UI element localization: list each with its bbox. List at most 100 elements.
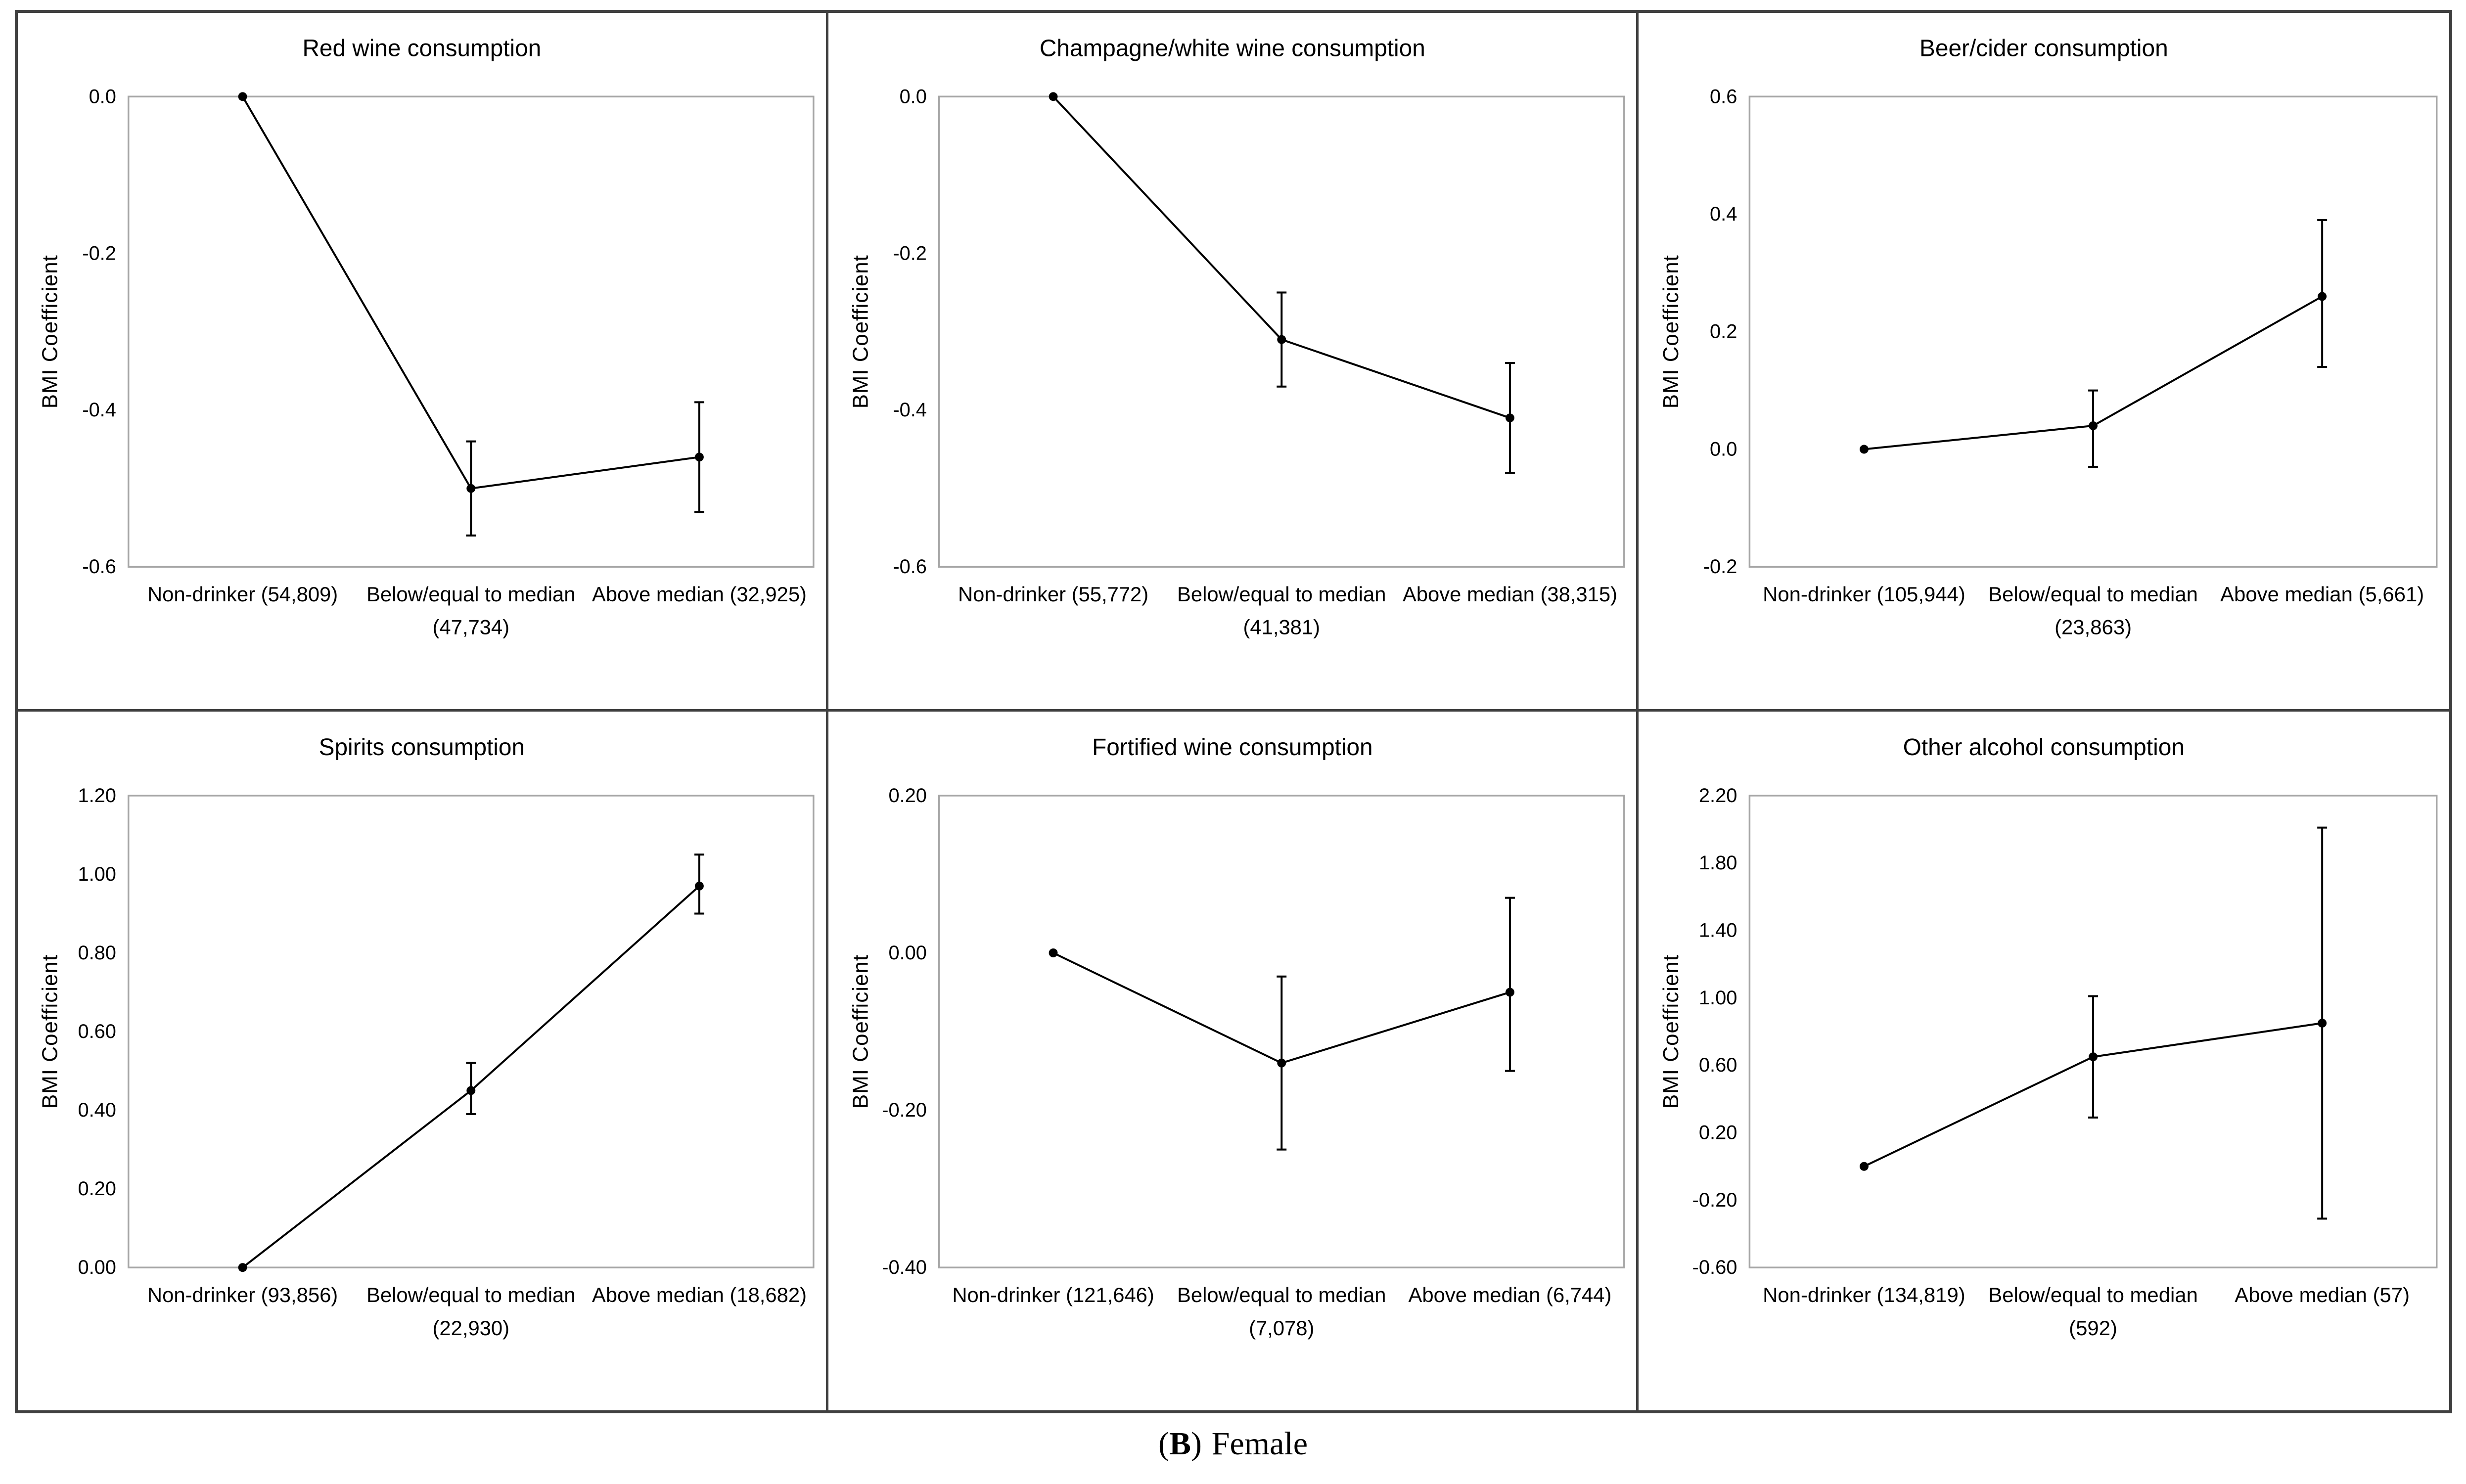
y-tick-label: -0.20 <box>882 1099 927 1121</box>
y-axis-label: BMI Coefficient <box>38 255 62 408</box>
x-category-label: (41,381) <box>1243 616 1320 639</box>
y-tick-label: -0.40 <box>882 1257 927 1278</box>
x-category-label: (592) <box>2069 1316 2118 1340</box>
y-tick-label: 0.80 <box>78 942 116 964</box>
x-category-label: (7,078) <box>1249 1316 1314 1340</box>
spirits-plot: Spirits consumption 1.20 1.00 0.80 0.60 0.40 0… <box>38 734 815 1340</box>
y-tick-label: 0.4 <box>1710 203 1737 225</box>
data-point <box>238 1263 247 1272</box>
chart-title: Other alcohol consumption <box>1903 734 2185 761</box>
data-point <box>1277 1058 1286 1068</box>
chart-title: Spirits consumption <box>319 734 525 761</box>
data-point <box>466 484 476 493</box>
panel-red-wine: Red wine consumption 0.0 -0.2 -0.4 -0.6 BMI C… <box>18 13 828 712</box>
data-point <box>2089 1052 2098 1062</box>
y-tick-label: 0.60 <box>78 1021 116 1042</box>
plot-frame <box>938 95 1625 568</box>
data-point <box>466 1086 476 1095</box>
chart-title: Champagne/white wine consumption <box>1040 36 1425 62</box>
y-tick-label: 0.00 <box>888 942 926 964</box>
y-tick-label: 1.00 <box>78 863 116 885</box>
caption-open-paren: ( <box>1158 1426 1169 1462</box>
chart-title: Fortified wine consumption <box>1092 734 1372 761</box>
data-point <box>1505 413 1514 423</box>
y-tick-label: 0.6 <box>1710 86 1737 107</box>
y-tick-label: 0.0 <box>89 86 116 107</box>
y-tick-label: -0.6 <box>82 556 116 578</box>
y-tick-label: -0.2 <box>1703 556 1737 578</box>
caption-close-paren: ) <box>1190 1426 1202 1462</box>
x-category-label: Above median (32,925) <box>592 583 807 606</box>
x-category-label: Above median (6,744) <box>1408 1283 1611 1306</box>
champagne-white-wine-plot: Champagne/white wine consumption 0.0 -0.2 -… <box>848 36 1625 639</box>
x-category-label: Non-drinker (134,819) <box>1763 1283 1966 1306</box>
data-point <box>238 92 247 101</box>
y-tick-label: 0.0 <box>1710 439 1737 460</box>
data-point <box>695 881 704 891</box>
x-category-label: Below/equal to median <box>366 583 575 606</box>
x-category-label: Below/equal to median <box>1989 583 2198 606</box>
fortified-wine-plot: Fortified wine consumption 0.20 0.00 -0.20 -… <box>848 734 1625 1340</box>
x-category-label: Below/equal to median <box>1177 583 1386 606</box>
plot-frame <box>127 795 815 1268</box>
data-point <box>1860 445 1869 454</box>
y-tick-label: -0.4 <box>82 399 116 421</box>
chart-title: Red wine consumption <box>302 36 541 62</box>
plot-frame <box>1748 795 2438 1268</box>
data-point <box>1049 948 1058 957</box>
x-category-label: (22,930) <box>432 1316 509 1340</box>
y-axis-label: BMI Coefficient <box>38 954 62 1109</box>
data-point <box>1860 1162 1869 1171</box>
caption-panel-letter: B <box>1169 1426 1191 1462</box>
y-tick-label: -0.4 <box>893 399 927 421</box>
x-category-label: Above median (38,315) <box>1403 583 1617 606</box>
x-category-label: Above median (18,682) <box>592 1283 807 1306</box>
x-category-label: Above median (57) <box>2235 1283 2410 1306</box>
red-wine-plot: Red wine consumption 0.0 -0.2 -0.4 -0.6 BMI C… <box>38 36 815 639</box>
x-category-label: Below/equal to median <box>1989 1283 2198 1306</box>
panel-fortified-wine: Fortified wine consumption 0.20 0.00 -0.20 -… <box>828 712 1639 1410</box>
plot-frame <box>127 95 815 568</box>
y-tick-label: 0.60 <box>1699 1054 1737 1076</box>
x-category-label: Below/equal to median <box>366 1283 575 1306</box>
data-point <box>2318 292 2327 301</box>
panel-spirits: Spirits consumption 1.20 1.00 0.80 0.60 0.40 0… <box>18 712 828 1410</box>
y-tick-label: 2.20 <box>1699 785 1737 807</box>
y-tick-label: 0.2 <box>1710 321 1737 343</box>
plot-frame <box>1748 95 2438 568</box>
x-category-label: (47,734) <box>433 616 510 639</box>
y-tick-label: -0.2 <box>893 242 927 264</box>
x-category-label: (23,863) <box>2055 616 2132 639</box>
y-tick-label: -0.20 <box>1692 1189 1737 1211</box>
plot-frame <box>938 795 1625 1268</box>
y-tick-label: 1.40 <box>1699 920 1737 942</box>
data-line <box>241 96 700 490</box>
y-axis-label: BMI Coefficient <box>1659 255 1683 408</box>
y-tick-label: 1.80 <box>1699 852 1737 874</box>
y-tick-label: -0.6 <box>893 556 927 578</box>
x-category-label: Non-drinker (105,944) <box>1763 583 1965 606</box>
y-tick-label: 0.00 <box>78 1257 116 1278</box>
x-category-label: Non-drinker (93,856) <box>147 1283 338 1306</box>
data-point <box>1277 335 1286 344</box>
beer-cider-plot: Beer/cider consumption 0.6 0.4 0.2 0.0 -0.2 BM… <box>1659 36 2438 639</box>
panel-champagne-white-wine: Champagne/white wine consumption 0.0 -0.2 -… <box>828 13 1639 712</box>
data-point <box>1049 92 1058 101</box>
panel-beer-cider: Beer/cider consumption 0.6 0.4 0.2 0.0 -0.2 BM… <box>1639 13 2449 712</box>
x-category-label: Non-drinker (55,772) <box>958 583 1148 606</box>
chart-title: Beer/cider consumption <box>1919 36 2168 62</box>
y-tick-label: 0.20 <box>1699 1122 1737 1144</box>
y-tick-label: 0.20 <box>78 1178 116 1200</box>
data-point <box>2089 421 2098 430</box>
panel-other-alcohol: Other alcohol consumption 2.20 1.80 1.40 1.0… <box>1639 712 2449 1410</box>
data-point <box>2318 1019 2327 1028</box>
y-tick-label: 1.20 <box>78 785 116 807</box>
x-category-label: Non-drinker (54,809) <box>147 583 338 606</box>
x-category-label: Below/equal to median <box>1177 1283 1386 1306</box>
figure-caption: (B) Female <box>0 1425 2466 1463</box>
y-tick-label: 0.40 <box>78 1099 116 1121</box>
y-axis-label: BMI Coefficient <box>848 255 872 408</box>
y-tick-label: 1.00 <box>1699 987 1737 1009</box>
y-tick-label: 0.0 <box>899 86 926 107</box>
